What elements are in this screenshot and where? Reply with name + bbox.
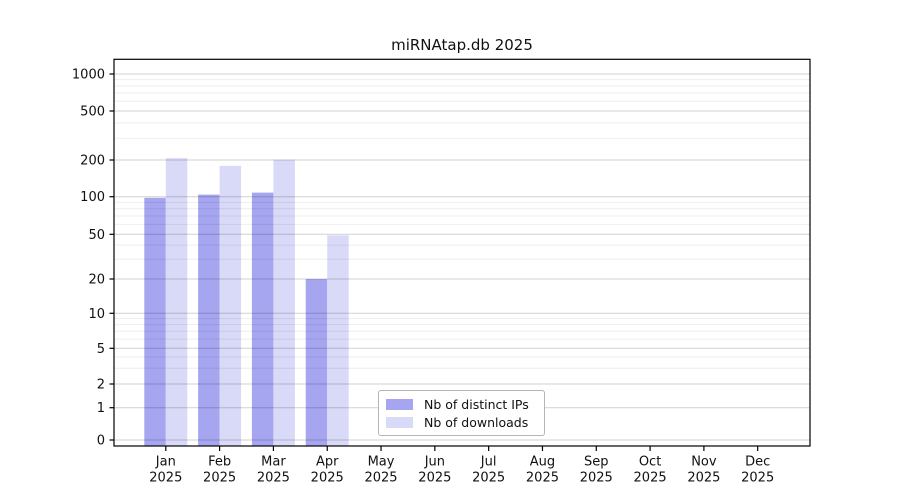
x-tick-label-month-feb: Feb	[208, 455, 231, 470]
x-tick-label-month-apr: Apr	[316, 455, 339, 470]
y-tick-label-0: 0	[97, 434, 105, 449]
bar-downloads-jan	[165, 158, 188, 446]
y-tick-label-1000: 1000	[72, 68, 105, 83]
legend-swatch-downloads	[386, 416, 413, 428]
chart-title: miRNAtap.db 2025	[391, 36, 533, 54]
x-tick-label-month-jan: Jan	[155, 455, 176, 470]
x-tick-label-year-oct: 2025	[634, 471, 667, 486]
legend-label-downloads: Nb of downloads	[424, 414, 529, 430]
x-tick-label-month-aug: Aug	[530, 455, 555, 470]
bar-downloads-apr	[327, 235, 349, 446]
x-tick-label-year-jun: 2025	[418, 471, 451, 486]
x-tick-label-year-sep: 2025	[580, 471, 613, 486]
y-tick-label-100: 100	[80, 190, 105, 205]
bar-downloads-mar	[273, 159, 295, 446]
y-tick-label-20: 20	[88, 273, 105, 288]
bar-downloads-feb	[219, 165, 242, 446]
x-tick-label-month-nov: Nov	[691, 455, 717, 470]
x-tick-label-year-feb: 2025	[203, 471, 236, 486]
legend-label-distinct-ips: Nb of distinct IPs	[424, 396, 529, 412]
x-tick-label-month-sep: Sep	[584, 455, 609, 470]
x-tick-label-month-jul: Jul	[480, 455, 497, 470]
x-tick-label-year-dec: 2025	[741, 471, 774, 486]
x-tick-label-year-aug: 2025	[526, 471, 559, 486]
y-tick-label-200: 200	[80, 154, 105, 169]
x-tick-label-month-may: May	[368, 455, 395, 470]
y-tick-label-5: 5	[97, 342, 105, 357]
legend-item-distinct-ips: Nb of distinct IPs	[386, 396, 536, 412]
x-tick-label-year-apr: 2025	[311, 471, 344, 486]
y-tick-label-50: 50	[88, 228, 105, 243]
y-tick-label-1: 1	[97, 401, 105, 416]
bar-distinct-ips-mar	[251, 192, 274, 446]
bar-distinct-ips-jan	[144, 197, 166, 446]
y-tick-label-500: 500	[80, 105, 105, 120]
x-tick-label-year-jul: 2025	[472, 471, 505, 486]
x-tick-label-year-jan: 2025	[149, 471, 182, 486]
x-tick-label-year-may: 2025	[364, 471, 397, 486]
x-tick-label-month-jun: Jun	[424, 455, 445, 470]
plot-frame	[113, 58, 811, 447]
x-tick-label-month-dec: Dec	[745, 455, 770, 470]
y-tick-label-10: 10	[88, 307, 105, 322]
legend: Nb of distinct IPs Nb of downloads	[378, 390, 545, 436]
x-tick-label-year-mar: 2025	[257, 471, 290, 486]
bar-distinct-ips-apr	[305, 279, 328, 446]
bar-distinct-ips-feb	[198, 194, 220, 446]
legend-item-downloads: Nb of downloads	[386, 414, 536, 430]
legend-swatch-distinct-ips	[386, 398, 413, 410]
x-tick-label-year-nov: 2025	[687, 471, 720, 486]
x-tick-label-month-oct: Oct	[639, 455, 661, 470]
x-tick-label-month-mar: Mar	[261, 455, 286, 470]
y-tick-label-2: 2	[97, 378, 105, 393]
